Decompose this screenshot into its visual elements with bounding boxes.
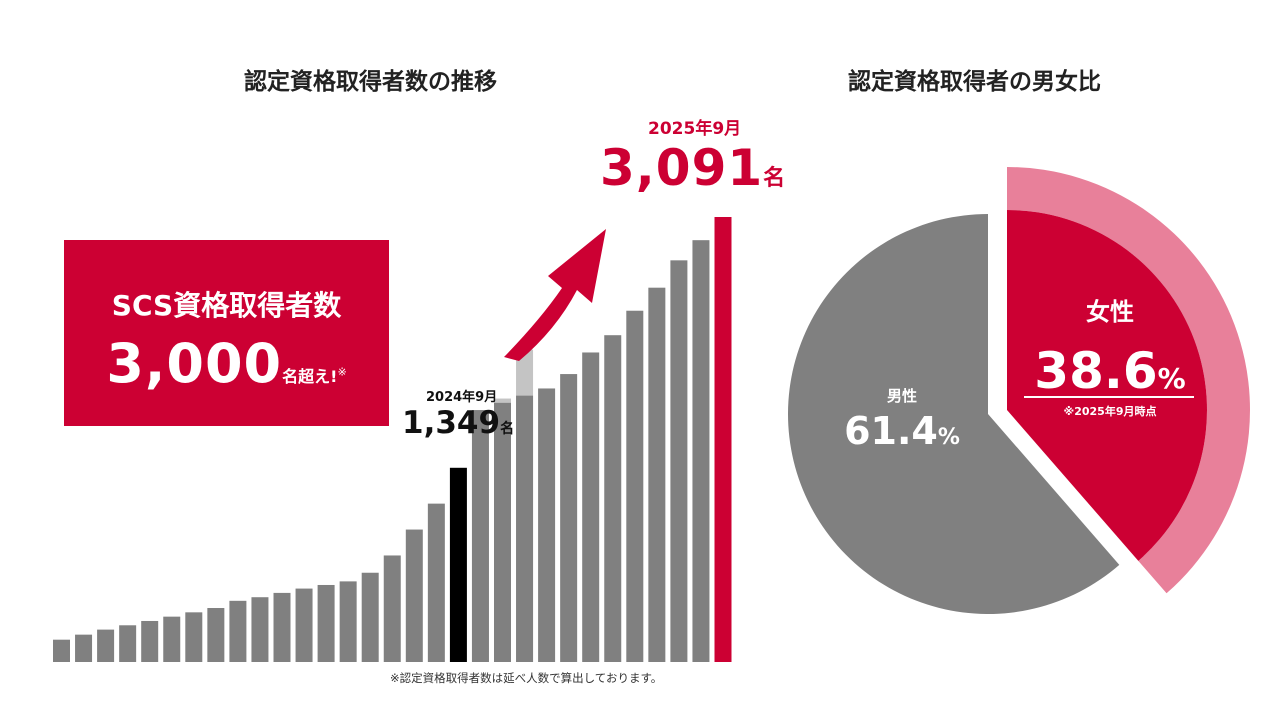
- male-label: 男性: [887, 387, 917, 405]
- bar: [251, 597, 269, 662]
- male-percentage: 61.4%: [844, 409, 960, 453]
- bar: [229, 600, 247, 662]
- bar: [317, 584, 335, 662]
- bar-chart-title: 認定資格取得者数の推移: [244, 69, 497, 95]
- male-unit: %: [938, 425, 960, 450]
- callout-2024-unit: 名: [500, 421, 515, 437]
- bar-chart: [53, 217, 732, 662]
- bar: [405, 529, 423, 662]
- female-unit: %: [1158, 362, 1186, 395]
- callout-2025-date: 2025年9月: [648, 119, 742, 139]
- bar: [383, 555, 401, 662]
- bar: [75, 634, 93, 662]
- bar: [361, 572, 379, 662]
- female-value: 38.6: [1034, 342, 1157, 400]
- bar: [670, 260, 688, 662]
- callout-2025-unit: 名: [763, 166, 786, 191]
- growth-arrow: [504, 229, 606, 361]
- banner-value-row: 3,000名超え!※: [64, 332, 389, 395]
- bar: [273, 592, 291, 662]
- bar: [582, 352, 600, 662]
- footnote: ※認定資格取得者数は延べ人数で算出しております。: [390, 671, 663, 685]
- bar: [494, 402, 511, 662]
- callout-2024-date: 2024年9月: [426, 390, 498, 405]
- bar-final-2025: [714, 217, 732, 662]
- bar: [163, 616, 181, 662]
- certified-count-banner: SCS資格取得者数 3,000名超え!※: [64, 240, 389, 426]
- bar: [141, 620, 159, 662]
- growth-arrow-icon: [504, 229, 606, 361]
- bar: [53, 639, 70, 662]
- female-date-note: ※2025年9月時点: [1064, 404, 1157, 418]
- callout-2025: 2025年9月 3,091名: [600, 114, 785, 197]
- bar: [295, 588, 313, 662]
- bar: [538, 388, 556, 662]
- callout-2024: 2024年9月 1,349名: [402, 386, 514, 441]
- pie-chart-title: 認定資格取得者の男女比: [848, 69, 1101, 95]
- bar: [648, 287, 666, 662]
- bar: [97, 629, 115, 662]
- callout-2025-value: 3,091: [600, 139, 764, 197]
- bar: [560, 374, 578, 662]
- bar: [471, 410, 489, 662]
- bar: [427, 503, 445, 662]
- banner-footnote-mark: ※: [337, 365, 347, 379]
- female-label: 女性: [1086, 298, 1134, 326]
- male-value: 61.4: [844, 409, 938, 453]
- bar: [516, 395, 534, 662]
- bar: [604, 335, 622, 662]
- bar: [185, 612, 203, 662]
- bar: [119, 625, 137, 662]
- banner-value: 3,000: [106, 332, 283, 395]
- bar: [207, 608, 225, 662]
- pie-labels: 女性 38.6% ※2025年9月時点 男性 61.4%: [844, 298, 1194, 453]
- pie-slice-female-ring: [1007, 167, 1250, 594]
- bar-highlight-2024: [449, 467, 467, 662]
- banner-unit: 名超え!: [282, 367, 338, 386]
- pie-slice-male: [788, 214, 1120, 614]
- pie-chart: [788, 167, 1250, 614]
- bar: [692, 240, 710, 662]
- callout-2024-value: 1,349: [402, 405, 501, 441]
- bar: [339, 581, 357, 662]
- female-percentage: 38.6%: [1034, 342, 1185, 400]
- bar: [626, 310, 644, 662]
- banner-label: SCS資格取得者数: [111, 289, 342, 322]
- pie-slice-female: [1007, 210, 1207, 561]
